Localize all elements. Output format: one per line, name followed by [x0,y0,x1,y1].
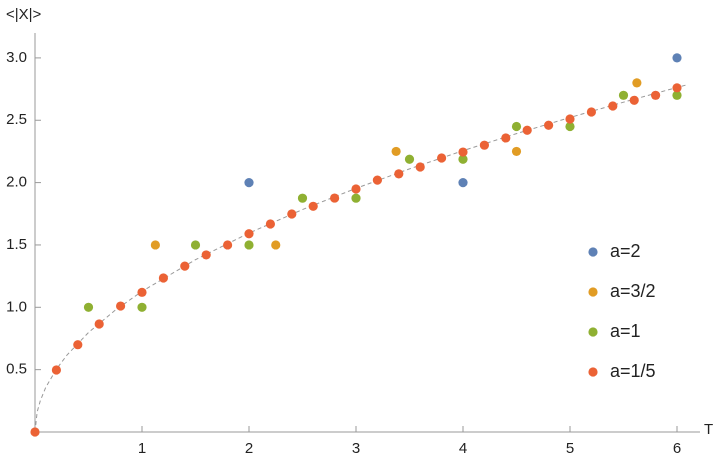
data-point [190,240,201,250]
data-point [244,229,254,239]
legend-swatch [588,327,598,337]
legend-swatch [588,247,598,257]
y-tick-label: 2.5 [6,111,27,128]
data-point [73,340,83,350]
data-point [672,90,682,100]
x-tick-label: 6 [673,440,681,457]
legend-label: a=1 [610,321,641,341]
data-point [565,114,575,124]
x-tick-label: 5 [566,440,574,457]
data-point [511,121,522,132]
data-point [351,184,361,194]
data-point [287,209,297,219]
data-point [501,133,511,143]
data-point [437,153,447,163]
data-point [391,146,401,157]
data-point [522,125,532,135]
data-point [244,178,254,188]
y-tick-label: 3.0 [6,49,27,66]
data-point [458,178,468,188]
data-point [565,121,575,132]
legend-label: a=1/5 [610,361,656,381]
data-point [586,107,597,117]
data-point [137,287,147,297]
y-tick-label: 1.0 [6,298,27,315]
data-point [223,240,233,250]
data-point [651,90,661,100]
data-point [415,162,425,172]
data-point [394,169,404,179]
data-point [265,219,275,229]
x-tick-label: 1 [138,440,146,457]
data-point [244,240,254,250]
data-point [629,95,639,105]
data-point [672,83,682,93]
y-tick-label: 0.5 [6,361,27,378]
y-tick-label: 2.0 [6,174,27,191]
legend-swatch [588,367,598,377]
data-point [479,140,489,150]
legend-label: a=3/2 [610,281,656,301]
legend-swatch [588,287,598,297]
data-point [608,101,618,111]
data-point [180,261,190,271]
data-point [150,240,160,250]
data-point [458,154,468,164]
data-point [372,175,382,185]
data-point [158,273,168,283]
data-point [83,302,94,312]
data-point [618,90,629,100]
data-point [544,120,554,130]
data-point [201,250,211,260]
data-point [137,302,147,312]
data-point [672,53,682,63]
data-point [116,301,126,311]
data-point [632,78,642,88]
data-point [511,146,522,157]
x-tick-label: 4 [459,440,467,457]
data-point [458,147,468,157]
x-tick-label: 3 [352,440,360,457]
legend-label: a=2 [610,241,641,261]
x-tick-label: 2 [245,440,253,457]
y-tick-label: 1.5 [6,236,27,253]
data-point [297,193,308,203]
data-point [30,427,40,437]
data-point [404,154,415,164]
data-point [271,240,281,250]
x-axis-label: T [704,421,713,438]
data-point [351,193,361,203]
data-point [330,193,340,203]
fit-curve [34,84,688,433]
data-point [51,365,62,375]
data-point [94,319,104,329]
y-axis-label: <|X|> [6,6,42,23]
data-point [308,201,318,211]
